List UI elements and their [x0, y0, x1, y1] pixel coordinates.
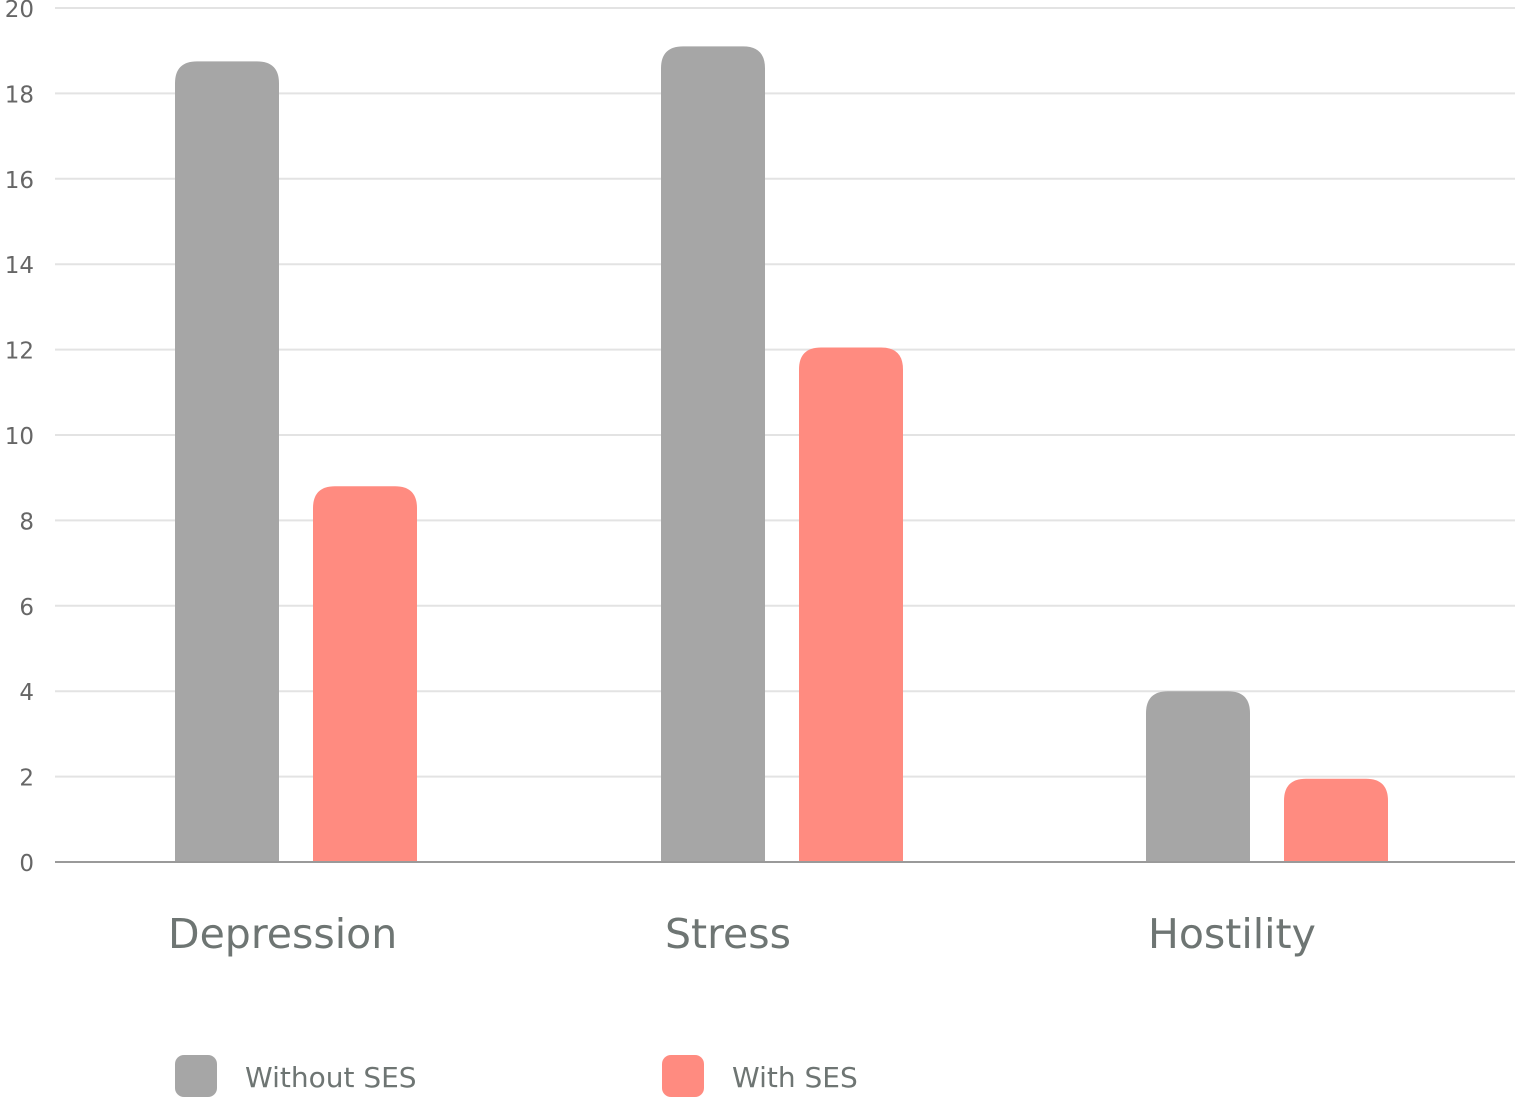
legend-swatch	[175, 1055, 217, 1097]
legend: Without SES With SES	[175, 1055, 858, 1097]
legend-label: With SES	[732, 1061, 858, 1094]
y-tick-label: 18	[5, 82, 34, 108]
bar-depression-without-ses	[175, 61, 279, 862]
bar-stress-without-ses	[661, 46, 765, 863]
bar-hostility-with-ses	[1284, 778, 1388, 862]
y-tick-label: 16	[5, 168, 34, 194]
category-label: Depression	[168, 910, 397, 958]
y-tick-label: 10	[5, 424, 34, 450]
grid-lines	[55, 7, 1515, 778]
y-tick-label: 12	[5, 339, 34, 365]
category-label: Stress	[665, 910, 791, 958]
bar-hostility-without-ses	[1146, 691, 1250, 862]
y-tick-label: 4	[19, 680, 34, 706]
y-tick-label: 6	[19, 595, 34, 621]
bars	[175, 46, 1388, 863]
legend-swatch	[662, 1055, 704, 1097]
y-tick-label: 0	[19, 851, 34, 877]
legend-item: With SES	[662, 1055, 858, 1097]
category-label: Hostility	[1148, 910, 1316, 958]
bar-depression-with-ses	[313, 486, 417, 862]
legend-label: Without SES	[245, 1061, 417, 1094]
legend-item: Without SES	[175, 1055, 417, 1097]
bar-stress-with-ses	[799, 347, 903, 863]
y-tick-label: 14	[5, 253, 34, 279]
y-tick-label: 8	[19, 509, 34, 535]
y-tick-label: 20	[5, 0, 34, 23]
category-labels: Depression Stress Hostility	[168, 910, 1316, 958]
y-tick-label: 2	[19, 766, 34, 792]
y-axis-ticks: 0 2 4 6 8 10 12 14 16 18 20	[5, 0, 34, 877]
